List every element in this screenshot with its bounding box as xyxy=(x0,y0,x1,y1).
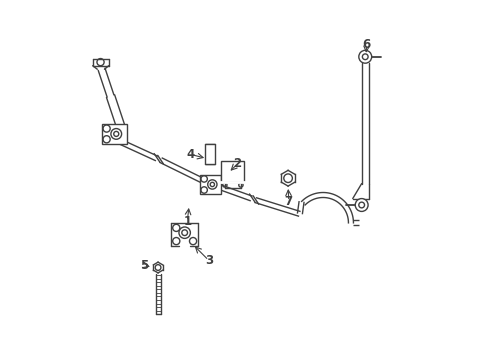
Text: 3: 3 xyxy=(204,254,212,267)
Bar xyxy=(205,144,215,164)
Text: 7: 7 xyxy=(284,195,292,208)
Text: 5: 5 xyxy=(140,258,147,271)
Bar xyxy=(102,123,127,144)
Text: 2: 2 xyxy=(233,157,241,170)
Text: 6: 6 xyxy=(362,38,370,51)
Circle shape xyxy=(358,50,371,63)
Circle shape xyxy=(354,199,367,211)
Bar xyxy=(221,161,244,182)
Text: 1: 1 xyxy=(183,215,191,228)
Bar xyxy=(200,175,221,194)
Text: 4: 4 xyxy=(186,148,194,161)
